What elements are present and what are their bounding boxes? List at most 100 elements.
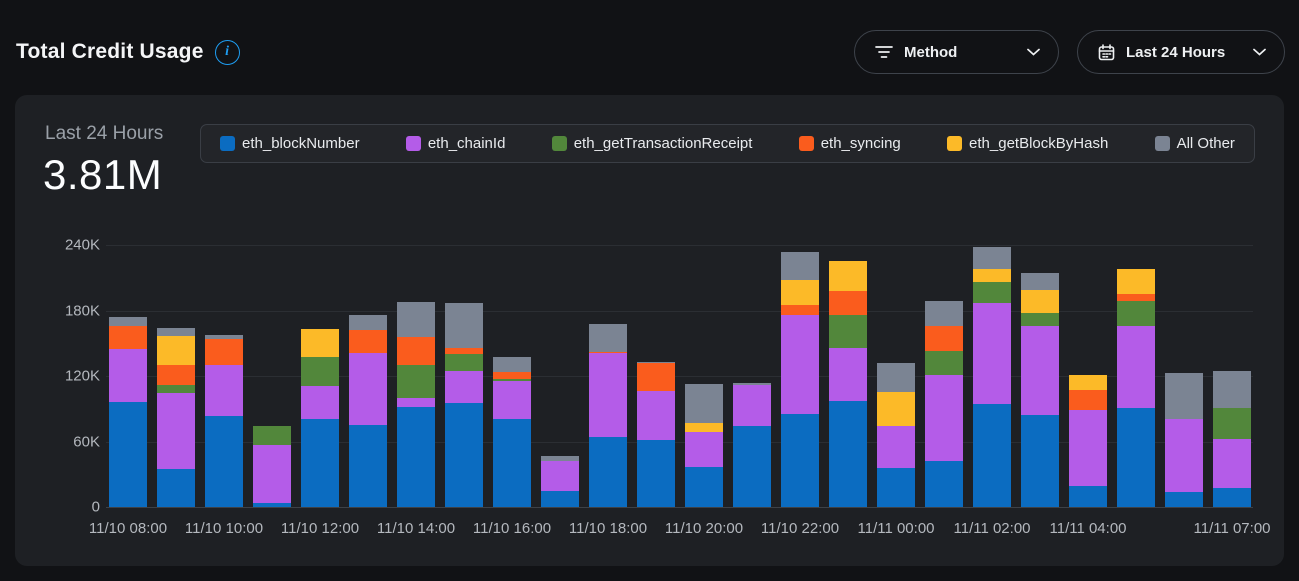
bar-segment-All Other[interactable]	[589, 323, 627, 353]
bar-segment-eth_chainId[interactable]	[877, 426, 915, 468]
bar-segment-eth_chainId[interactable]	[157, 393, 195, 469]
bar-segment-eth_chainId[interactable]	[829, 347, 867, 402]
bar-segment-eth_syncing[interactable]	[589, 352, 627, 354]
bar-segment-eth_syncing[interactable]	[445, 347, 483, 355]
bar-segment-eth_syncing[interactable]	[829, 290, 867, 315]
bar-segment-eth_getTransactionReceipt[interactable]	[253, 426, 291, 445]
bar-segment-eth_chainId[interactable]	[637, 391, 675, 441]
bar-segment-eth_blockNumber[interactable]	[877, 467, 915, 507]
bar-segment-eth_chainId[interactable]	[397, 397, 435, 407]
bar-segment-All Other[interactable]	[781, 251, 819, 280]
bar-segment-All Other[interactable]	[205, 334, 243, 339]
bar-segment-eth_getBlockByHash[interactable]	[781, 279, 819, 306]
bar-segment-eth_blockNumber[interactable]	[445, 403, 483, 507]
bar-segment-eth_syncing[interactable]	[397, 336, 435, 366]
bar-segment-eth_blockNumber[interactable]	[829, 401, 867, 507]
bar-segment-eth_getTransactionReceipt[interactable]	[397, 365, 435, 398]
bar-segment-All Other[interactable]	[685, 383, 723, 423]
bar-segment-All Other[interactable]	[1213, 370, 1251, 408]
method-filter-dropdown[interactable]: Method	[854, 30, 1059, 74]
bar-segment-eth_blockNumber[interactable]	[1069, 486, 1107, 507]
bar-segment-eth_getBlockByHash[interactable]	[1117, 269, 1155, 295]
bar-segment-eth_chainId[interactable]	[1165, 418, 1203, 492]
bar-segment-eth_blockNumber[interactable]	[1213, 488, 1251, 507]
bar-segment-eth_getTransactionReceipt[interactable]	[445, 354, 483, 371]
bar-segment-eth_blockNumber[interactable]	[925, 461, 963, 507]
bar-segment-eth_syncing[interactable]	[109, 325, 147, 349]
bar-segment-eth_getTransactionReceipt[interactable]	[493, 379, 531, 382]
info-icon[interactable]: i	[214, 39, 240, 65]
bar-segment-eth_getBlockByHash[interactable]	[829, 261, 867, 291]
legend-item-eth_blockNumber[interactable]: eth_blockNumber	[220, 135, 360, 152]
bar-segment-eth_blockNumber[interactable]	[109, 402, 147, 507]
bar-segment-eth_syncing[interactable]	[205, 338, 243, 366]
bar-segment-eth_getTransactionReceipt[interactable]	[157, 384, 195, 394]
legend-item-eth_getBlockByHash[interactable]: eth_getBlockByHash	[947, 135, 1108, 152]
bar-segment-eth_chainId[interactable]	[781, 314, 819, 415]
bar-segment-eth_getBlockByHash[interactable]	[157, 335, 195, 366]
bar-segment-eth_syncing[interactable]	[925, 325, 963, 351]
bar-segment-eth_chainId[interactable]	[973, 302, 1011, 405]
bar-segment-eth_chainId[interactable]	[733, 384, 771, 427]
bar-segment-eth_syncing[interactable]	[781, 305, 819, 315]
bar-segment-eth_chainId[interactable]	[253, 444, 291, 503]
bar-segment-eth_chainId[interactable]	[1213, 439, 1251, 489]
bar-segment-All Other[interactable]	[1021, 273, 1059, 290]
bar-segment-eth_getTransactionReceipt[interactable]	[1021, 312, 1059, 326]
bar-segment-All Other[interactable]	[157, 328, 195, 336]
bar-segment-eth_getBlockByHash[interactable]	[1069, 374, 1107, 391]
bar-segment-eth_blockNumber[interactable]	[205, 416, 243, 507]
bar-segment-eth_syncing[interactable]	[1117, 294, 1155, 301]
bar-segment-All Other[interactable]	[493, 357, 531, 372]
bar-segment-All Other[interactable]	[1165, 372, 1203, 419]
bar-segment-eth_chainId[interactable]	[1117, 325, 1155, 408]
bar-segment-eth_blockNumber[interactable]	[973, 404, 1011, 507]
bar-segment-eth_chainId[interactable]	[109, 348, 147, 403]
legend-item-eth_getTransactionReceipt[interactable]: eth_getTransactionReceipt	[551, 135, 752, 152]
bar-segment-eth_getBlockByHash[interactable]	[1021, 289, 1059, 313]
bar-segment-eth_blockNumber[interactable]	[349, 425, 387, 507]
bar-segment-eth_chainId[interactable]	[589, 353, 627, 438]
bar-segment-eth_blockNumber[interactable]	[733, 426, 771, 507]
bar-segment-All Other[interactable]	[925, 300, 963, 326]
bar-segment-eth_syncing[interactable]	[637, 362, 675, 392]
bar-segment-eth_blockNumber[interactable]	[397, 406, 435, 507]
bar-segment-eth_getBlockByHash[interactable]	[301, 329, 339, 358]
bar-segment-eth_blockNumber[interactable]	[157, 468, 195, 507]
bar-segment-All Other[interactable]	[637, 361, 675, 363]
bar-segment-eth_blockNumber[interactable]	[589, 437, 627, 507]
bar-segment-eth_chainId[interactable]	[301, 385, 339, 419]
bar-segment-eth_syncing[interactable]	[493, 371, 531, 380]
bar-segment-All Other[interactable]	[877, 362, 915, 393]
bar-segment-eth_blockNumber[interactable]	[301, 418, 339, 507]
bar-segment-eth_blockNumber[interactable]	[781, 414, 819, 507]
bar-segment-eth_getTransactionReceipt[interactable]	[925, 350, 963, 375]
legend-item-eth_chainId[interactable]: eth_chainId	[405, 135, 505, 152]
bar-segment-eth_getBlockByHash[interactable]	[685, 422, 723, 432]
legend-item-All Other[interactable]: All Other	[1154, 135, 1235, 152]
bar-segment-eth_blockNumber[interactable]	[685, 466, 723, 507]
bar-segment-eth_syncing[interactable]	[1069, 390, 1107, 410]
bar-segment-All Other[interactable]	[109, 317, 147, 326]
bar-segment-eth_blockNumber[interactable]	[1117, 407, 1155, 507]
time-range-dropdown[interactable]: Last 24 Hours	[1077, 30, 1285, 74]
bar-segment-eth_chainId[interactable]	[1069, 409, 1107, 487]
bar-segment-eth_chainId[interactable]	[445, 370, 483, 404]
bar-segment-eth_getTransactionReceipt[interactable]	[973, 282, 1011, 303]
bar-segment-eth_getTransactionReceipt[interactable]	[829, 314, 867, 348]
bar-segment-eth_getBlockByHash[interactable]	[877, 392, 915, 427]
bar-segment-All Other[interactable]	[397, 301, 435, 337]
legend-item-eth_syncing[interactable]: eth_syncing	[798, 135, 901, 152]
bar-segment-eth_chainId[interactable]	[541, 461, 579, 491]
bar-segment-All Other[interactable]	[445, 302, 483, 348]
bar-segment-eth_getBlockByHash[interactable]	[973, 269, 1011, 283]
bar-segment-eth_syncing[interactable]	[349, 330, 387, 354]
bar-segment-eth_blockNumber[interactable]	[541, 490, 579, 507]
bar-segment-All Other[interactable]	[541, 455, 579, 462]
bar-segment-eth_getTransactionReceipt[interactable]	[1117, 300, 1155, 326]
bar-segment-All Other[interactable]	[733, 382, 771, 385]
bar-segment-All Other[interactable]	[349, 314, 387, 331]
bar-segment-eth_blockNumber[interactable]	[1165, 491, 1203, 507]
bar-segment-eth_chainId[interactable]	[925, 374, 963, 462]
bar-segment-eth_syncing[interactable]	[157, 365, 195, 385]
